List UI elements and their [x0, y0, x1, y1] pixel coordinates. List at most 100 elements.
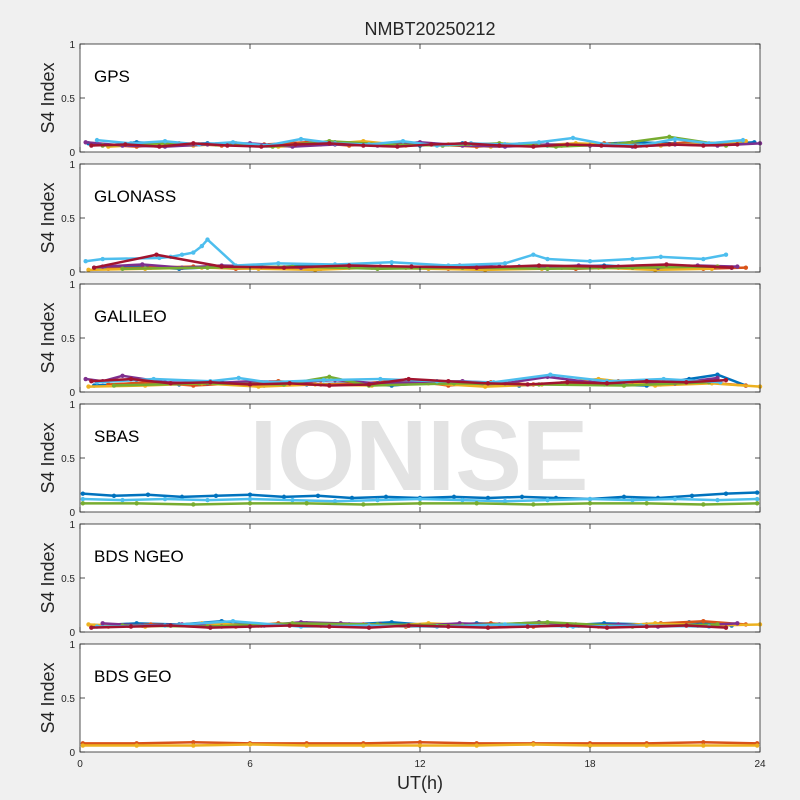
data-segment: [390, 261, 450, 267]
data-segment: [702, 143, 739, 147]
data-segment: [291, 498, 337, 503]
data-segment: [192, 142, 229, 147]
data-point: [715, 497, 720, 503]
y-tick-label: 0: [69, 388, 75, 399]
y-tick-label: 0: [69, 628, 75, 639]
data-segment: [328, 142, 365, 147]
data-segment: [169, 624, 212, 629]
data-segment: [418, 495, 456, 500]
data-point: [565, 142, 570, 147]
data-segment: [475, 264, 541, 269]
data-point: [661, 376, 666, 382]
y-axis-label: S4 Index: [38, 182, 58, 253]
data-segment: [294, 142, 331, 146]
data-point: [361, 743, 366, 748]
data-segment: [226, 144, 263, 148]
data-segment: [486, 495, 524, 500]
data-segment: [121, 497, 167, 502]
data-segment: [220, 265, 286, 269]
data-point: [111, 383, 117, 388]
panel-label: GPS: [94, 67, 130, 86]
data-point: [630, 497, 635, 503]
data-point: [247, 496, 253, 502]
data-segment: [81, 497, 124, 502]
y-tick-label: 0: [69, 748, 75, 759]
data-point: [213, 493, 219, 498]
data-segment: [532, 502, 592, 506]
data-segment: [645, 502, 705, 506]
data-segment: [653, 267, 714, 272]
data-point: [327, 624, 332, 629]
data-point: [247, 742, 253, 747]
data-segment: [546, 375, 592, 384]
data-segment: [492, 373, 552, 384]
data-point: [327, 141, 332, 146]
data-point: [548, 372, 553, 377]
data-point: [599, 143, 604, 148]
data-segment: [546, 257, 592, 263]
data-segment: [600, 144, 637, 148]
data-segment: [214, 493, 252, 498]
data-point: [715, 622, 720, 627]
data-segment: [169, 381, 212, 385]
y-axis-label: S4 Index: [38, 662, 58, 733]
data-point: [94, 137, 100, 143]
data-point: [735, 621, 740, 626]
data-point: [460, 497, 465, 503]
data-segment: [605, 377, 665, 383]
data-point: [287, 623, 292, 628]
data-segment: [503, 498, 549, 503]
data-point: [179, 494, 185, 500]
data-point: [754, 501, 760, 506]
data-point: [276, 261, 281, 266]
data-segment: [634, 143, 671, 148]
chart-title: NMBT20250212: [364, 19, 495, 39]
data-point: [723, 377, 729, 383]
data-segment: [333, 261, 393, 266]
data-point: [743, 265, 749, 270]
data-segment: [526, 624, 569, 628]
y-tick-label: 1: [69, 520, 75, 531]
data-point: [298, 136, 304, 142]
data-segment: [418, 497, 464, 502]
data-segment: [121, 266, 209, 271]
data-point: [100, 256, 105, 262]
data-point: [89, 625, 94, 630]
data-segment: [362, 741, 422, 745]
data-segment: [362, 144, 399, 148]
data-point: [672, 496, 678, 502]
y-tick-label: 1: [69, 400, 75, 411]
data-point: [80, 501, 86, 506]
panel-bds-geo: 0 0.5 1 S4 Index BDS GEO: [38, 640, 761, 759]
data-point: [497, 143, 502, 148]
data-segment: [129, 139, 167, 145]
data-point: [89, 379, 94, 384]
panel-bds-ngeo: 0 0.5 1 S4 Index BDS NGEO: [38, 520, 763, 639]
data-segment: [665, 263, 733, 269]
data-segment: [152, 377, 212, 383]
data-point: [406, 376, 411, 382]
data-segment: [486, 382, 529, 386]
data-point: [729, 265, 734, 270]
data-segment: [622, 495, 660, 500]
data-point: [658, 254, 664, 260]
data-point: [120, 497, 125, 503]
x-tick-label: 24: [754, 759, 766, 770]
data-series: [91, 252, 734, 270]
data-segment: [265, 378, 325, 384]
data-point: [100, 621, 105, 626]
data-point: [346, 263, 352, 268]
data-segment: [129, 624, 172, 628]
y-tick-label: 1: [69, 40, 75, 51]
data-segment: [566, 381, 609, 385]
panel-plot-area: [80, 524, 760, 632]
data-segment: [526, 381, 569, 386]
data-segment: [605, 625, 648, 629]
y-axis-label: S4 Index: [38, 62, 58, 133]
data-segment: [265, 137, 303, 147]
data-point: [389, 260, 394, 265]
data-point: [134, 501, 139, 506]
data-point: [128, 624, 134, 629]
data-point: [247, 492, 253, 497]
data-segment: [716, 497, 759, 502]
